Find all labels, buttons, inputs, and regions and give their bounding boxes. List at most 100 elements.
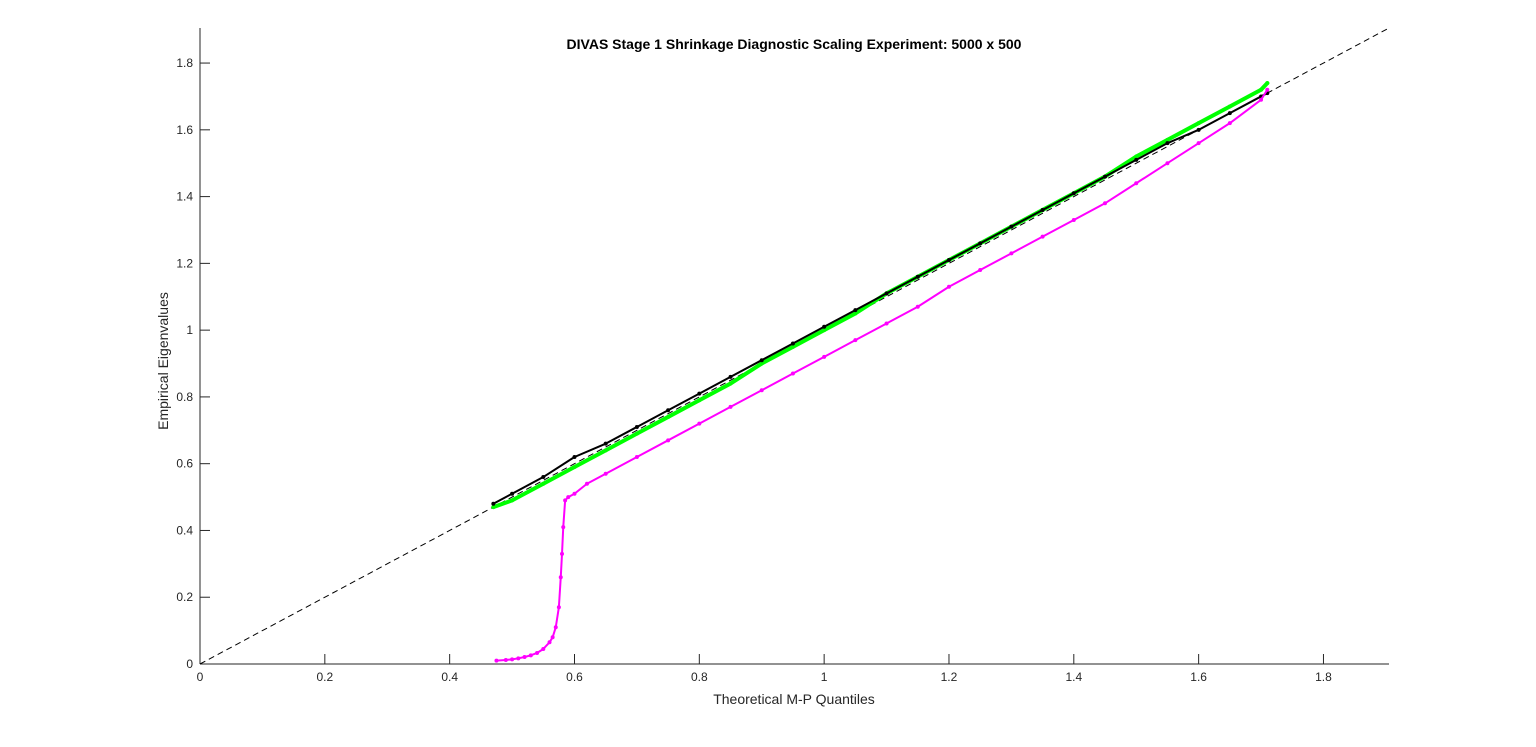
series-layer bbox=[491, 81, 1270, 663]
y-tick-label: 1.8 bbox=[176, 56, 193, 70]
data-point bbox=[1227, 104, 1232, 109]
y-tick-label: 0.6 bbox=[176, 457, 193, 471]
x-axis-label: Theoretical M-P Quantiles bbox=[713, 691, 875, 707]
data-point bbox=[1040, 207, 1045, 212]
data-point bbox=[550, 635, 555, 640]
data-point bbox=[1134, 157, 1139, 162]
data-point bbox=[666, 438, 671, 443]
x-tick-label: 0.6 bbox=[566, 670, 583, 684]
series-black bbox=[491, 91, 1270, 506]
y-tick-label: 0.4 bbox=[176, 523, 193, 537]
data-point bbox=[1227, 121, 1232, 126]
data-point bbox=[978, 241, 983, 246]
data-point bbox=[1196, 127, 1201, 132]
data-point bbox=[1071, 191, 1076, 196]
data-point bbox=[759, 388, 764, 393]
data-point bbox=[946, 258, 951, 263]
data-point bbox=[516, 656, 521, 661]
data-point bbox=[503, 657, 508, 662]
data-point bbox=[560, 551, 565, 556]
data-point bbox=[1009, 224, 1014, 229]
x-tick-label: 0 bbox=[197, 670, 204, 684]
data-point bbox=[566, 495, 571, 500]
y-tick-label: 1 bbox=[186, 323, 193, 337]
data-point bbox=[915, 304, 920, 309]
data-point bbox=[790, 341, 795, 346]
x-tick-label: 1.6 bbox=[1190, 670, 1207, 684]
data-point bbox=[522, 654, 527, 659]
data-point bbox=[634, 431, 639, 436]
data-point bbox=[759, 361, 764, 366]
data-point bbox=[822, 328, 827, 333]
data-point bbox=[510, 657, 515, 662]
data-point bbox=[572, 465, 577, 470]
data-point bbox=[1196, 121, 1201, 126]
data-point bbox=[491, 505, 496, 510]
data-point bbox=[1103, 201, 1108, 206]
data-point bbox=[822, 324, 827, 329]
x-tick-label: 1.2 bbox=[941, 670, 958, 684]
chart-title: DIVAS Stage 1 Shrinkage Diagnostic Scali… bbox=[567, 36, 1022, 52]
data-point bbox=[1227, 111, 1232, 116]
data-point bbox=[634, 424, 639, 429]
data-point bbox=[1134, 181, 1139, 186]
data-point bbox=[759, 358, 764, 363]
ticks-layer: 0 0.2 0.4 0.6 0.8 1 1.2 1.4 1.6 1.8 0 0.2 0.4 0.6 0.8 1… bbox=[176, 56, 1332, 684]
data-point bbox=[584, 481, 589, 486]
y-tick-label: 0 bbox=[186, 657, 193, 671]
y-tick-label: 0.8 bbox=[176, 390, 193, 404]
data-point bbox=[728, 381, 733, 386]
data-point bbox=[790, 371, 795, 376]
x-tick-label: 1.4 bbox=[1065, 670, 1082, 684]
data-point bbox=[541, 646, 546, 651]
data-point bbox=[884, 321, 889, 326]
data-point bbox=[697, 391, 702, 396]
data-point bbox=[510, 491, 515, 496]
data-point bbox=[1196, 141, 1201, 146]
series-magenta bbox=[494, 87, 1270, 663]
data-point bbox=[1103, 174, 1108, 179]
data-point bbox=[603, 441, 608, 446]
data-point bbox=[822, 354, 827, 359]
data-point bbox=[528, 653, 533, 658]
x-tick-label: 0.8 bbox=[691, 670, 708, 684]
data-point bbox=[563, 498, 568, 503]
data-point bbox=[572, 455, 577, 460]
data-point bbox=[1040, 234, 1045, 239]
x-tick-label: 0.4 bbox=[441, 670, 458, 684]
data-point bbox=[915, 274, 920, 279]
data-point bbox=[603, 448, 608, 453]
data-point bbox=[884, 291, 889, 296]
x-tick-label: 1 bbox=[821, 670, 828, 684]
data-point bbox=[491, 501, 496, 506]
data-point bbox=[946, 284, 951, 289]
x-tick-label: 0.2 bbox=[316, 670, 333, 684]
data-point bbox=[535, 650, 540, 655]
data-point bbox=[853, 311, 858, 316]
axes-layer bbox=[199, 28, 1389, 665]
data-point bbox=[666, 408, 671, 413]
data-point bbox=[1165, 141, 1170, 146]
data-point bbox=[572, 491, 577, 496]
data-point bbox=[634, 455, 639, 460]
data-point bbox=[1071, 217, 1076, 222]
data-point bbox=[603, 471, 608, 476]
y-tick-label: 1.2 bbox=[176, 256, 193, 270]
y-tick-label: 0.2 bbox=[176, 590, 193, 604]
data-point bbox=[510, 498, 515, 503]
data-point bbox=[1134, 154, 1139, 159]
data-point bbox=[1009, 251, 1014, 256]
data-point bbox=[1265, 87, 1270, 92]
data-point bbox=[853, 338, 858, 343]
data-point bbox=[558, 575, 563, 580]
data-point bbox=[561, 525, 566, 530]
data-point bbox=[978, 268, 983, 273]
data-point bbox=[1265, 81, 1270, 86]
data-point bbox=[790, 344, 795, 349]
data-point bbox=[728, 374, 733, 379]
data-point bbox=[853, 308, 858, 313]
data-point bbox=[1259, 87, 1264, 92]
